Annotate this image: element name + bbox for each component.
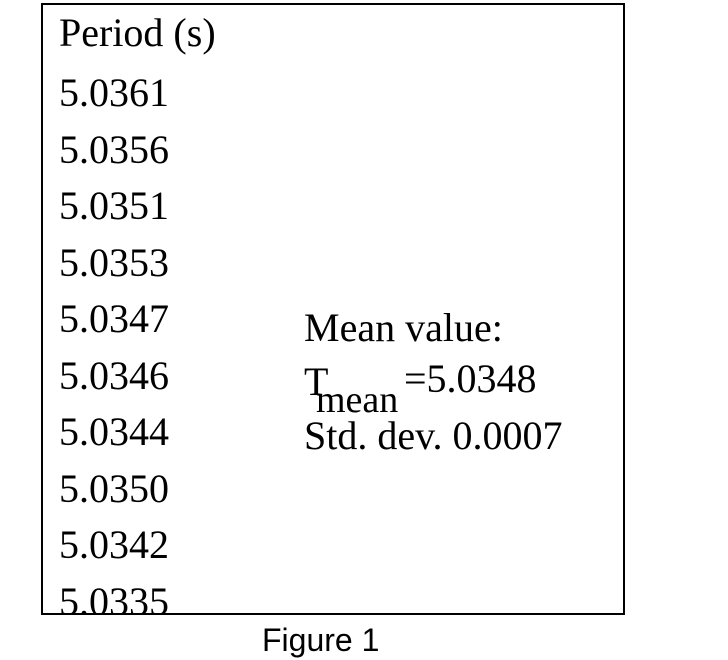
period-value: 5.0353	[59, 239, 169, 285]
t-symbol: T	[304, 359, 329, 404]
period-value: 5.0356	[59, 126, 169, 172]
period-value: 5.0342	[59, 522, 169, 567]
t-subscript: mean	[316, 379, 399, 421]
period-value: 5.0351	[59, 183, 169, 228]
t-mean-line: T mean =5.0348	[304, 355, 563, 421]
period-value: 5.0346	[59, 352, 169, 398]
period-column-header: Period (s)	[59, 10, 216, 55]
figure-caption: Figure 1	[262, 622, 380, 658]
t-mean-value: =5.0348	[404, 356, 537, 401]
mean-value-label: Mean value:	[304, 305, 503, 350]
period-value: 5.0350	[59, 465, 169, 511]
period-value: 5.0347	[59, 296, 169, 341]
period-value: 5.0335	[59, 578, 169, 615]
period-value: 5.0344	[59, 409, 169, 454]
period-list: 5.0361 5.0356 5.0351 5.0353 5.0347 5.034…	[59, 65, 169, 615]
figure-box: Period (s) 5.0361 5.0356 5.0351 5.0353 5…	[41, 3, 625, 615]
std-dev-text: Std. dev. 0.0007	[304, 413, 563, 458]
statistics-block: Mean value: T mean =5.0348 Std. dev. 0.0…	[304, 301, 563, 463]
period-value: 5.0361	[59, 70, 169, 115]
